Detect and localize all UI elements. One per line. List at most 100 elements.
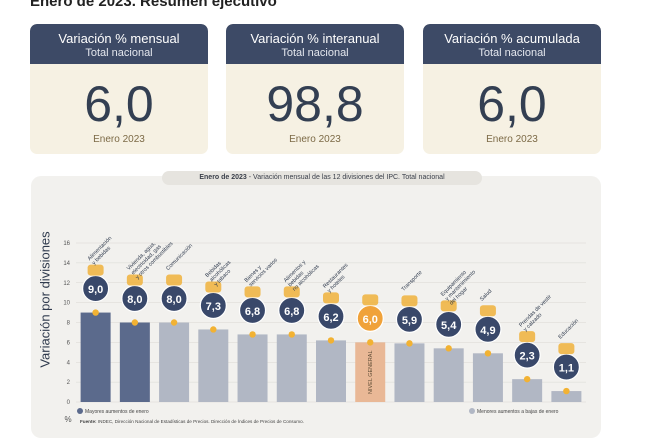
category-label: Salud [479, 289, 493, 303]
bar [512, 379, 543, 402]
y-tick-label: 12 [63, 281, 70, 287]
kpi-value: 6,0 [477, 76, 547, 132]
kpi-title: Variación % acumulada [444, 31, 580, 46]
bar [276, 334, 307, 402]
category-label: Educación [558, 318, 580, 340]
division-icon [244, 286, 261, 298]
category-label-line: Educación [558, 318, 580, 340]
division-icon [362, 294, 379, 306]
value-label: 8,0 [127, 294, 142, 306]
value-label: 6,0 [363, 314, 378, 326]
chart-caption-text: - Variación mensual de las 12 divisiones… [246, 174, 445, 181]
general-level-label: NIVEL GENERAL [368, 350, 374, 394]
value-marker [563, 387, 570, 395]
value-label: 9,0 [88, 284, 103, 296]
division-icon [205, 281, 222, 293]
category-label-line: Salud [479, 289, 493, 303]
division-variation-chart: 0 2 4 6 8 10 12 14 16% 9,0 Alimentacióny bebidas 8,… [63, 232, 586, 424]
division-icon [401, 295, 418, 307]
kpi-subtitle: Total nacional [85, 47, 153, 59]
source-note: Fuente: INDEC, Dirección Nacional de Est… [80, 418, 304, 424]
y-tick-label: 10 [63, 301, 70, 307]
value-label: 6,8 [245, 306, 260, 318]
division-icon [323, 292, 339, 304]
value-label: 5,4 [441, 320, 457, 332]
y-tick-label: 6 [67, 340, 71, 346]
value-marker [406, 340, 413, 347]
legend-marker-light [469, 408, 475, 414]
legend-marker-dark [77, 408, 83, 414]
source-label: Fuente: [80, 419, 98, 424]
kpi-card-accumulated: Variación % acumulada Total nacional 6,0… [423, 24, 601, 154]
division-icon [519, 331, 536, 343]
kpi-header: Variación % interanual Total nacional [226, 24, 404, 64]
value-label: 5,9 [402, 315, 417, 327]
value-marker [523, 375, 531, 383]
bar [198, 329, 229, 402]
value-marker [327, 337, 335, 344]
value-marker [367, 339, 374, 346]
value-marker [288, 331, 295, 338]
value-marker [210, 326, 217, 333]
kpi-value: 98,8 [266, 76, 364, 132]
y-tick-label: 16 [63, 241, 70, 247]
y-unit-label: % [64, 415, 71, 424]
bar [159, 322, 190, 402]
chart-caption: Enero de 2023 - Variación mensual de las… [162, 171, 482, 185]
value-marker [170, 319, 178, 326]
division-icon [558, 343, 575, 355]
bar [80, 312, 111, 402]
value-label: 8,0 [166, 294, 181, 306]
legend-label-light: Menores aumentos a bajas de enero [477, 409, 559, 415]
kpi-value: 6,0 [84, 76, 154, 132]
page-title: Enero de 2023. Resumen ejecutivo [30, 0, 277, 10]
legend-label-dark: Mayores aumentos de enero [85, 409, 149, 415]
value-label: 7,3 [206, 301, 221, 313]
division-icon [283, 286, 300, 298]
division-icon [166, 274, 183, 286]
category-label: Equipamientoy mantenimientodel hogar [440, 265, 482, 307]
value-marker [92, 309, 99, 316]
kpi-date: Enero 2023 [93, 134, 145, 145]
bar [316, 340, 346, 402]
division-icon [479, 305, 496, 317]
value-label: 2,3 [520, 351, 535, 363]
value-label: 1,1 [559, 363, 574, 375]
category-label: Vivienda, agua,electricidad, gasy otros … [126, 232, 175, 281]
bar [472, 353, 503, 402]
category-label: Alimentacióny bebidas [87, 235, 118, 266]
kpi-card-interannual: Variación % interanual Total nacional 98… [226, 24, 404, 154]
bar [119, 322, 150, 402]
kpi-title: Variación % mensual [58, 31, 180, 46]
category-label: Prendas de vestiry calzado [518, 294, 557, 333]
division-icon [126, 274, 143, 286]
source-text: INDEC, Dirección Nacional de Estadística… [98, 418, 304, 424]
kpi-header: Variación % acumulada Total nacional [423, 24, 601, 64]
value-marker [445, 345, 452, 352]
bar [551, 391, 582, 402]
kpi-title: Variación % interanual [250, 31, 380, 46]
y-tick-label: 8 [67, 321, 71, 327]
division-icon [440, 300, 457, 312]
value-marker [484, 350, 492, 357]
y-tick-label: 0 [67, 400, 71, 406]
value-label: 4,9 [480, 325, 495, 337]
category-label: Transporte [401, 270, 424, 293]
chart-caption-date: Enero de 2023 [199, 174, 247, 181]
value-marker [131, 319, 139, 326]
category-label: Bebidasalcohólicasy tabaco [204, 255, 236, 287]
bar [433, 348, 464, 402]
kpi-date: Enero 2023 [486, 134, 538, 145]
value-label: 6,2 [323, 312, 338, 324]
category-label: Restaurantesy hoteles [322, 262, 354, 294]
value-label: 6,8 [284, 306, 299, 318]
bar [394, 343, 425, 402]
category-label-line: Transporte [401, 270, 424, 293]
y-tick-label: 4 [67, 360, 71, 366]
kpi-date: Enero 2023 [289, 134, 341, 145]
value-marker [249, 331, 256, 338]
kpi-header: Variación % mensual Total nacional [30, 24, 208, 64]
bar [237, 334, 268, 402]
y-tick-label: 2 [67, 380, 71, 386]
bar [355, 342, 386, 402]
